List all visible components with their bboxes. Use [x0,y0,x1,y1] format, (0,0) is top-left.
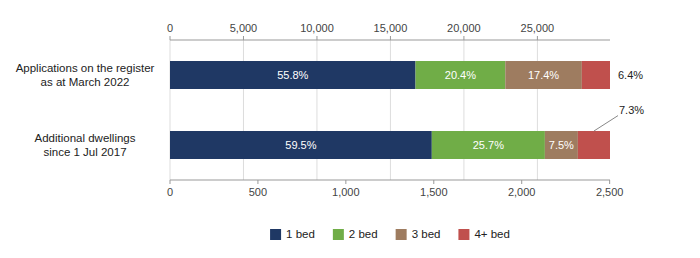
legend-label: 1 bed [286,228,315,240]
data-label: 7.3% [619,104,644,116]
tick-mark [243,36,244,40]
bar-segment [578,131,610,159]
legend-label: 2 bed [349,228,378,240]
tick-mark [316,36,317,40]
tick-mark [433,180,434,184]
bar-segment [170,61,416,89]
tick-label: 2,000 [508,186,536,198]
axis-line [170,180,610,181]
data-label: 59.5% [285,139,316,151]
category-label: Applications on the register as at March … [16,62,155,88]
bar-segment [505,61,582,89]
data-label: 17.4% [528,69,559,81]
tick-mark [463,36,464,40]
bar-segment [170,131,432,159]
data-label: 6.4% [618,69,643,81]
bar-segment [432,131,545,159]
data-label: 25.7% [473,139,504,151]
data-label: 20.4% [445,69,476,81]
tick-mark [170,180,171,184]
tick-mark [345,180,346,184]
tick-label: 20,000 [447,22,481,34]
tick-mark [390,36,391,40]
tick-label: 1,000 [332,186,360,198]
legend-label: 3 bed [412,228,441,240]
tick-label: 15,000 [374,22,408,34]
legend-swatch [333,229,344,240]
category-label-line: as at March 2022 [41,76,130,88]
tick-label: 25,000 [521,22,555,34]
tick-mark [257,180,258,184]
legend-label: 4+ bed [474,228,510,240]
category-label-line: since 1 Jul 2017 [43,146,126,158]
legend-swatch [396,229,407,240]
tick-mark [521,180,522,184]
tick-mark [609,180,610,184]
chart: 0 5,000 10,000 15,000 20,000 25,000 0 500 1,000 1… [0,0,700,258]
tick-label: 2,500 [596,186,624,198]
category-label-line: Additional dwellings [34,132,135,144]
category-label: Additional dwellings since 1 Jul 2017 [34,132,135,158]
data-label: 55.8% [277,69,308,81]
tick-mark [170,36,171,40]
tick-label: 0 [167,22,173,34]
tick-label: 500 [249,186,267,198]
bar-segment [545,131,578,159]
tick-mark [537,36,538,40]
bar-segment [582,61,610,89]
leader-line [594,116,618,131]
legend-swatch [270,229,281,240]
data-label: 7.5% [549,139,574,151]
bar-segment [416,61,506,89]
tick-label: 10,000 [300,22,334,34]
legend: 1 bed 2 bed 3 bed 4+ bed [270,228,510,240]
legend-swatch [458,229,469,240]
tick-label: 5,000 [230,22,258,34]
tick-label: 0 [167,186,173,198]
bars [170,61,610,159]
tick-label: 1,500 [420,186,448,198]
category-label-line: Applications on the register [16,62,155,74]
